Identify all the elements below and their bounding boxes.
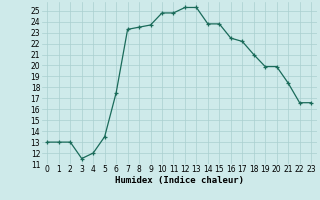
X-axis label: Humidex (Indice chaleur): Humidex (Indice chaleur) bbox=[115, 176, 244, 185]
